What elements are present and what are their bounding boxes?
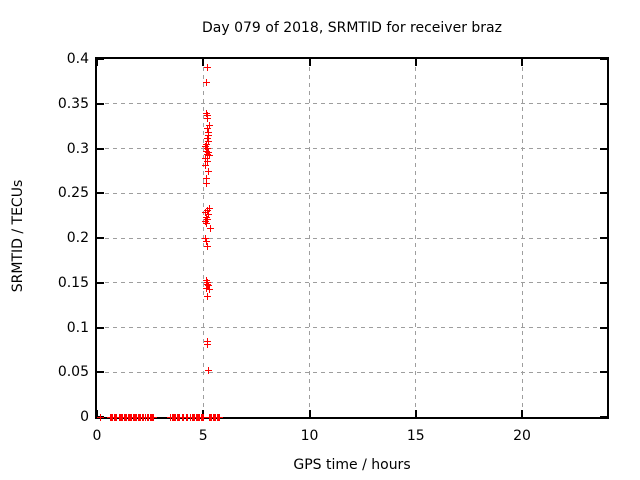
x-tick-mark-top [202, 59, 205, 66]
y-gridline [97, 192, 607, 194]
y-tick-label: 0.05 [57, 364, 89, 381]
data-point-marker [204, 341, 212, 348]
y-tick-mark-right [600, 147, 607, 150]
y-tick-label: 0 [80, 409, 89, 425]
x-tick-mark-top [414, 59, 417, 66]
y-gridline [97, 327, 607, 328]
x-tick-mark [521, 410, 523, 417]
x-tick-mark [414, 410, 417, 417]
y-tick-mark [97, 371, 104, 374]
data-point-marker [202, 238, 210, 246]
data-point-marker [200, 413, 208, 421]
data-point-marker [205, 285, 213, 293]
data-point-marker [203, 243, 211, 251]
x-tick-mark-top [308, 59, 311, 66]
y-gridline [97, 237, 607, 239]
data-point-marker [202, 174, 210, 182]
data-point-marker [202, 78, 210, 86]
y-tick-mark-right [600, 326, 607, 329]
y-gridline [97, 282, 607, 284]
x-tick-label: 0 [92, 428, 102, 444]
data-point-marker [204, 125, 211, 133]
y-gridline [97, 371, 607, 373]
data-point-marker [205, 168, 213, 176]
y-tick-mark-right [600, 237, 607, 239]
y-tick-mark [97, 192, 104, 195]
x-tick-label: 15 [406, 428, 425, 444]
y-tick-mark [97, 237, 104, 239]
data-point-marker [96, 413, 104, 421]
y-tick-mark [97, 102, 104, 105]
y-tick-mark-right [600, 281, 607, 284]
y-tick-label: 0.3 [66, 140, 89, 157]
data-point-marker [215, 413, 223, 421]
y-tick-mark-right [600, 58, 607, 60]
y-gridline [97, 103, 607, 105]
data-point-marker [203, 64, 211, 72]
x-tick-label: 10 [300, 428, 319, 444]
data-point-marker [204, 157, 212, 165]
data-point-marker [204, 366, 212, 374]
data-point-marker [203, 220, 211, 228]
plot-area [95, 57, 609, 421]
y-tick-label: 0.25 [57, 185, 89, 202]
x-axis-title: GPS time / hours [293, 457, 411, 473]
chart-title: Day 079 of 2018, SRMTID for receiver bra… [202, 20, 502, 36]
y-tick-mark-right [600, 416, 607, 418]
data-point-marker [201, 209, 209, 217]
y-tick-mark [97, 326, 104, 329]
data-point-marker [150, 413, 158, 421]
y-tick-label: 0.15 [57, 274, 89, 291]
data-point-marker [205, 131, 213, 139]
data-point-marker [203, 179, 211, 187]
y-tick-mark-right [600, 192, 607, 195]
data-point-marker [201, 234, 209, 242]
y-tick-label: 0.35 [57, 95, 89, 112]
x-tick-label: 20 [513, 428, 531, 444]
data-point-marker [203, 114, 211, 122]
data-point-marker [206, 224, 214, 232]
y-tick-mark [97, 281, 104, 284]
y-tick-mark-right [600, 102, 607, 105]
data-point-marker [202, 162, 210, 169]
x-tick-mark-top [521, 59, 523, 66]
data-point-marker [206, 152, 214, 160]
y-tick-mark [97, 58, 104, 60]
y-tick-label: 0.1 [66, 319, 89, 336]
y-tick-label: 0.2 [66, 230, 89, 246]
y-tick-mark-right [600, 371, 607, 374]
x-tick-label: 5 [198, 428, 208, 444]
data-point-marker [205, 121, 213, 129]
x-tick-mark-top [96, 59, 98, 66]
data-point-marker [204, 292, 211, 300]
y-tick-label: 0.4 [66, 51, 89, 67]
y-gridline [97, 148, 607, 149]
x-tick-mark [308, 410, 311, 417]
y-tick-mark [97, 147, 104, 150]
